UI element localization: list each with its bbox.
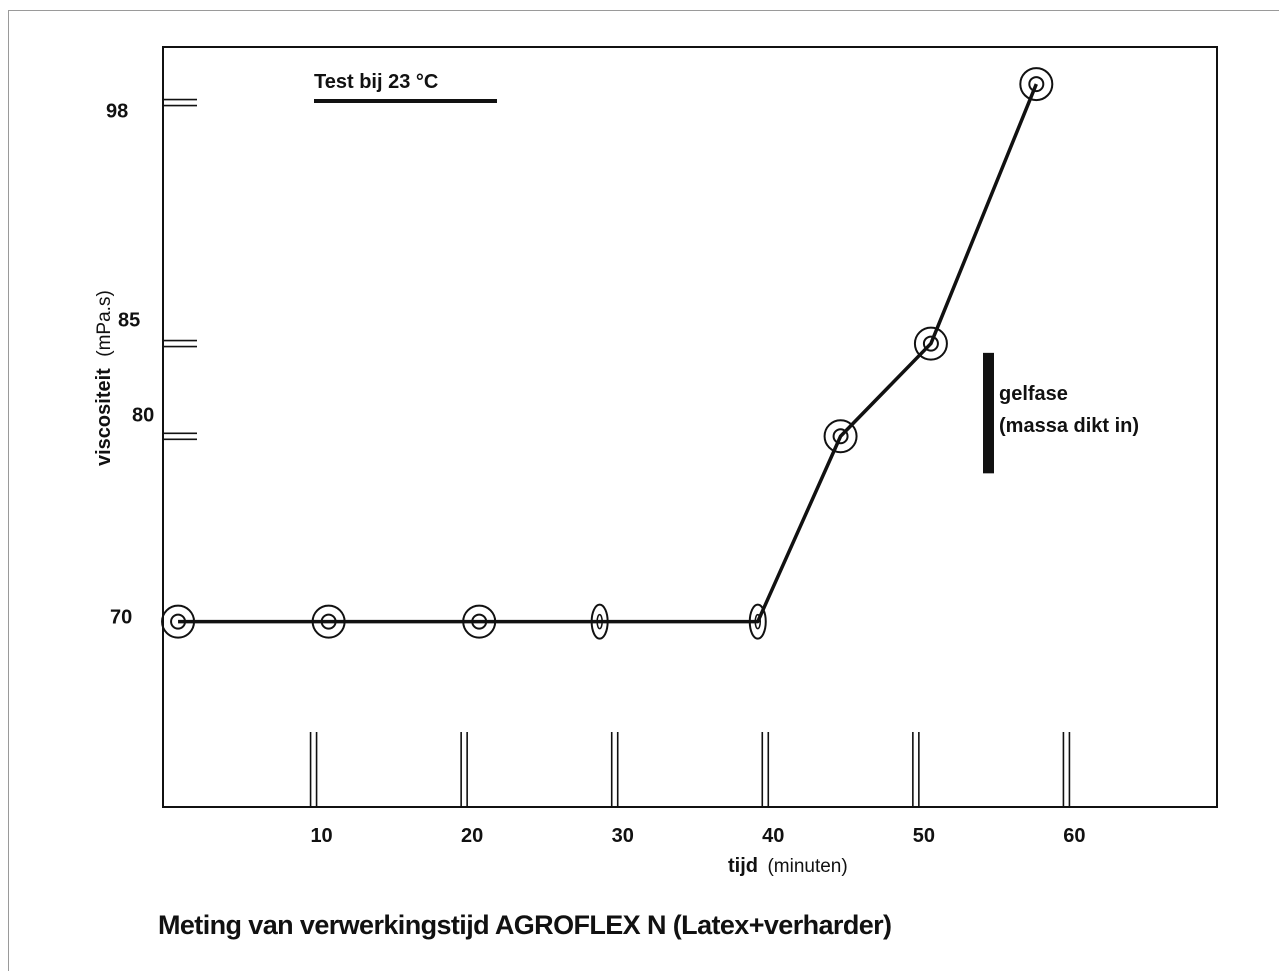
- data-points: [161, 67, 1054, 640]
- gelfase-sublabel: (massa dikt in): [999, 415, 1139, 437]
- gelfase-label: gelfase: [999, 383, 1068, 405]
- x-tick-label: 60: [1063, 825, 1085, 847]
- data-point: [311, 604, 346, 639]
- y-axis-tick-labels: 70 80 85 98: [106, 101, 154, 629]
- y-tick-label: 80: [132, 404, 154, 426]
- plot-area: [162, 46, 1218, 808]
- data-point-inner: [754, 613, 762, 630]
- x-tick-label: 40: [762, 825, 784, 847]
- gelfase-bar: [983, 352, 994, 474]
- data-point-inner: [320, 613, 337, 630]
- y-axis-title-main: viscositeit: [93, 368, 115, 466]
- x-axis-title-unit: (minuten): [767, 856, 847, 877]
- x-tick-label: 20: [461, 825, 483, 847]
- data-point-inner: [596, 613, 603, 630]
- x-axis-title: tijd (minuten): [728, 855, 848, 877]
- y-axis-title-unit: (mPa.s): [94, 290, 115, 357]
- x-tick-label: 30: [612, 825, 634, 847]
- y-tick-label: 85: [118, 310, 140, 332]
- data-point: [748, 603, 767, 640]
- data-point: [161, 604, 196, 639]
- x-axis-title-main: tijd: [728, 855, 758, 877]
- data-point-inner: [170, 613, 187, 630]
- data-point: [913, 326, 948, 361]
- data-point-inner: [832, 428, 849, 445]
- data-point: [1019, 67, 1054, 102]
- x-axis-tick-labels: 10 20 30 40 50 60: [310, 825, 1085, 847]
- data-point-inner: [471, 613, 488, 630]
- x-tick-label: 50: [913, 825, 935, 847]
- series-line: [178, 83, 1038, 624]
- chart-title: Meting van verwerkingstijd AGROFLEX N (L…: [158, 910, 892, 940]
- x-axis-ticks: [309, 732, 1071, 806]
- data-point: [590, 603, 609, 640]
- y-tick-label: 98: [106, 101, 128, 123]
- figure-frame: [8, 10, 1279, 971]
- data-point: [823, 419, 858, 454]
- y-axis-ticks: [164, 98, 197, 441]
- data-point-inner: [922, 335, 939, 352]
- x-tick-label: 10: [310, 825, 332, 847]
- y-axis-title: viscositeit (mPa.s): [93, 290, 115, 466]
- chart-subtitle: Test bij 23 °C: [314, 71, 438, 93]
- y-tick-label: 70: [110, 607, 132, 629]
- data-point-inner: [1028, 76, 1045, 93]
- data-point: [462, 604, 497, 639]
